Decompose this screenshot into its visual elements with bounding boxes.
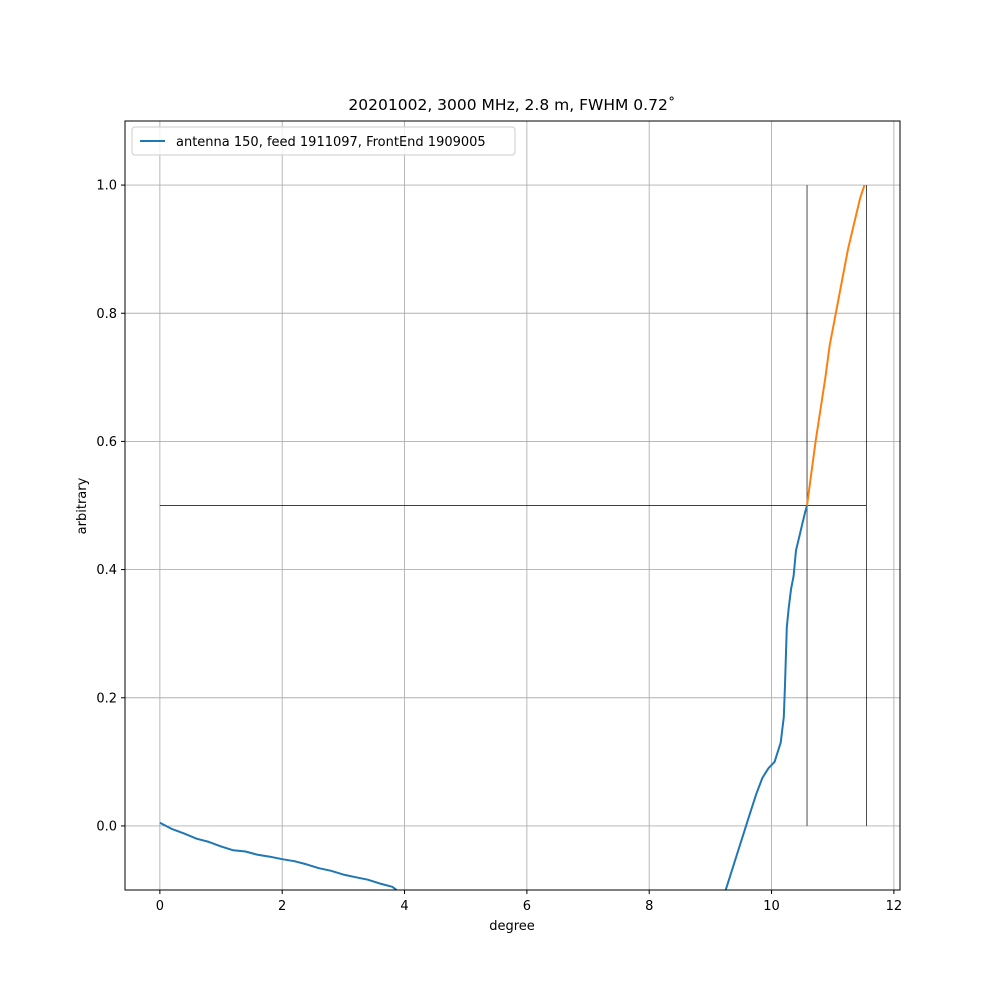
x-tick-label: 2 bbox=[278, 899, 286, 914]
legend: antenna 150, feed 1911097, FrontEnd 1909… bbox=[131, 126, 516, 156]
plot-area bbox=[159, 184, 866, 890]
series-layer bbox=[159, 184, 866, 890]
series-line-2 bbox=[806, 184, 866, 506]
x-axis-label: degree bbox=[489, 919, 535, 934]
legend-entry-label: antenna 150, feed 1911097, FrontEnd 1909… bbox=[176, 135, 486, 150]
y-axis-label: arbitrary bbox=[75, 477, 90, 534]
series-line-1 bbox=[159, 505, 808, 890]
x-axis-ticks: 0 2 4 6 8 10 12 bbox=[156, 890, 902, 914]
y-tick-label: 1.0 bbox=[96, 179, 117, 194]
x-tick-label: 12 bbox=[886, 899, 903, 914]
x-tick-label: 0 bbox=[156, 899, 164, 914]
y-tick-label: 0.4 bbox=[96, 563, 117, 578]
y-tick-label: 0.0 bbox=[96, 819, 117, 834]
y-tick-label: 0.6 bbox=[96, 435, 117, 450]
y-tick-label: 0.2 bbox=[96, 691, 117, 706]
x-tick-label: 4 bbox=[400, 899, 408, 914]
x-tick-label: 8 bbox=[645, 899, 653, 914]
x-tick-label: 10 bbox=[763, 899, 780, 914]
chart-title: 20201002, 3000 MHz, 2.8 m, FWHM 0.72˚ bbox=[348, 96, 675, 114]
x-tick-label: 6 bbox=[523, 899, 531, 914]
legend-box bbox=[131, 126, 516, 156]
axes-frame bbox=[124, 120, 901, 891]
y-tick-label: 0.8 bbox=[96, 307, 117, 322]
y-axis-ticks: 0.0 0.2 0.4 0.6 0.8 1.0 bbox=[96, 179, 125, 834]
